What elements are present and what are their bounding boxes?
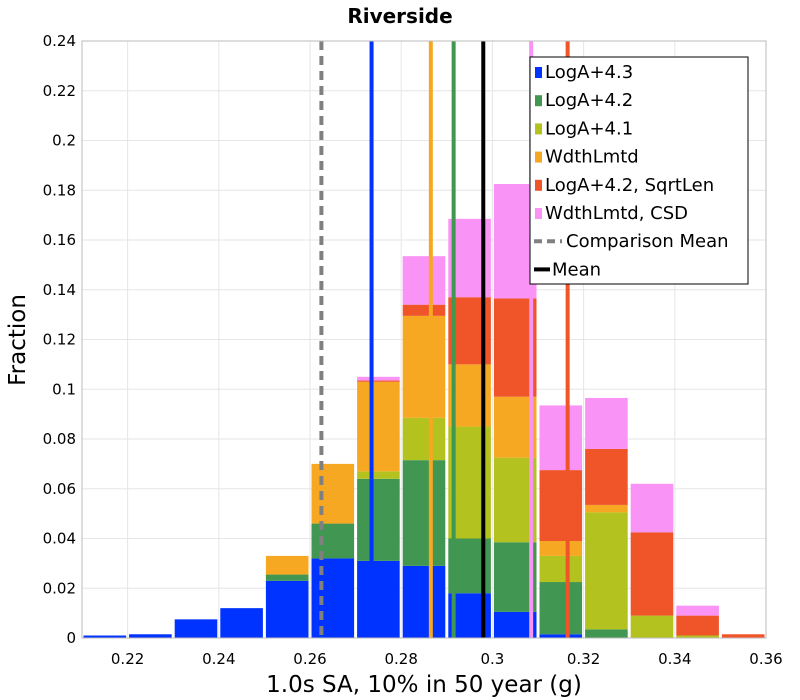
bar-segment <box>220 608 263 638</box>
bar-segment <box>265 555 309 575</box>
bar-segment <box>721 634 765 638</box>
bar-segment <box>676 605 719 616</box>
legend-label: LogA+4.1 <box>545 118 633 139</box>
x-tick-label: 0.26 <box>293 650 326 668</box>
bar-segment <box>585 512 628 630</box>
y-tick-label: 0.12 <box>43 331 76 349</box>
x-tick-labels: 0.22 0.24 0.26 0.28 0.3 0.32 0.34 0.36 <box>111 650 783 668</box>
legend-swatch <box>535 179 542 191</box>
y-tick-label: 0 <box>66 629 76 647</box>
legend-swatch <box>535 208 542 219</box>
bar-segment <box>630 532 674 616</box>
x-tick-label: 0.34 <box>658 650 691 668</box>
y-tick-label: 0.22 <box>43 82 76 100</box>
x-tick-label: 0.24 <box>202 650 235 668</box>
legend-swatch <box>535 95 542 107</box>
plot-frame <box>81 40 767 639</box>
bar-segment <box>539 582 583 635</box>
bar-segment <box>311 558 355 638</box>
bar-segment <box>402 315 446 418</box>
bar-segment <box>539 405 583 471</box>
legend-label: WdthLmtd <box>545 147 639 168</box>
legend-label: LogA+4.2 <box>545 90 633 111</box>
y-tick-label: 0.1 <box>52 380 76 398</box>
y-tick-label: 0.24 <box>43 32 76 50</box>
bar-segment <box>676 635 719 638</box>
bar-segment <box>311 523 355 559</box>
bar-segment <box>83 635 127 638</box>
bar-segment <box>585 448 628 505</box>
legend-label: Comparison Mean <box>566 231 729 252</box>
y-tick-label: 0.2 <box>52 132 76 150</box>
bar-segment <box>402 256 446 305</box>
y-tick-label: 0.14 <box>43 281 76 299</box>
y-tick-label: 0.18 <box>43 181 76 199</box>
bar-segment <box>357 380 400 382</box>
legend-swatch <box>535 123 542 135</box>
bar-segment <box>539 634 583 638</box>
bar-segment <box>630 615 674 638</box>
bar-segment <box>265 580 309 638</box>
bar-segment <box>357 478 400 561</box>
legend-box <box>529 56 749 285</box>
bar-segment <box>402 417 446 461</box>
y-tick-label: 0.08 <box>43 430 76 448</box>
x-tick-label: 0.3 <box>480 650 504 668</box>
x-tick-label: 0.32 <box>567 650 600 668</box>
y-axis-title: Fraction <box>5 294 31 386</box>
y-tick-labels: 0 0.02 0.04 0.06 0.08 0.1 0.12 0.14 0.16 0.18 0.2 0… <box>43 32 76 647</box>
legend-label: WdthLmtd, CSD <box>545 203 688 224</box>
bar-segment <box>539 555 583 583</box>
bar-segment <box>357 560 400 638</box>
y-tick-label: 0.16 <box>43 231 76 249</box>
legend-label: Mean <box>552 259 601 280</box>
bar-segment <box>265 574 309 581</box>
y-tick-label: 0.06 <box>43 480 76 498</box>
bar-segment <box>174 619 218 638</box>
bar-segment <box>585 629 628 638</box>
bar-segment <box>585 397 628 449</box>
bar-segment <box>676 615 719 636</box>
legend: LogA+4.3 LogA+4.2 LogA+4.1 WdthLmtd LogA+4.2… <box>529 56 749 285</box>
x-axis-title: 1.0s SA, 10% in 50 year (g) <box>266 672 582 698</box>
bar-segment <box>585 504 628 513</box>
x-tick-label: 0.36 <box>749 650 782 668</box>
bar-segment <box>402 460 446 566</box>
bar-segment <box>539 470 583 541</box>
legend-swatch <box>535 151 542 163</box>
x-tick-label: 0.28 <box>384 650 417 668</box>
legend-label: LogA+4.3 <box>545 62 633 83</box>
bar-segment <box>311 463 355 524</box>
y-tick-label: 0.02 <box>43 579 76 597</box>
bar-segment <box>357 471 400 479</box>
bar-segment <box>357 381 400 472</box>
legend-swatch <box>535 67 542 78</box>
bar-segment <box>539 540 583 556</box>
chart-title: Riverside <box>347 4 452 28</box>
y-tick-label: 0.04 <box>43 530 76 548</box>
x-tick-label: 0.22 <box>111 650 144 668</box>
bar-segment <box>129 634 172 638</box>
bar-segment <box>630 483 674 533</box>
legend-label: LogA+4.2, SqrtLen <box>545 175 714 196</box>
bar-segment <box>402 565 446 638</box>
bar-segment <box>357 376 400 381</box>
bar-segment <box>402 304 446 316</box>
